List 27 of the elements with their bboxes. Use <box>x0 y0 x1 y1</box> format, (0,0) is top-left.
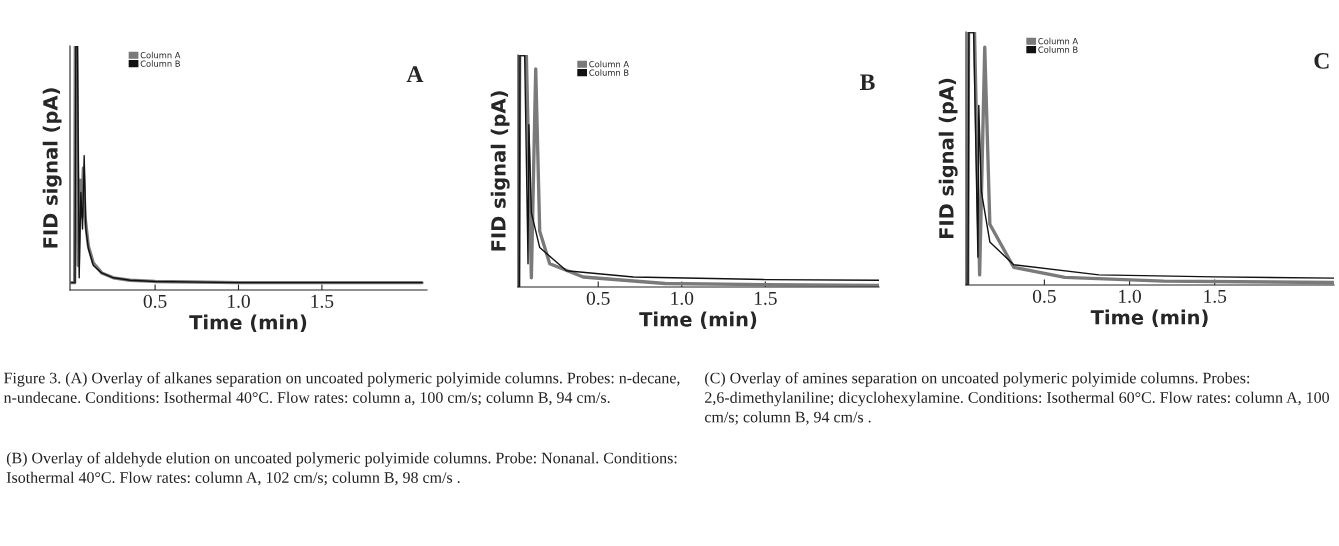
text: (B) Overlay of aldehyde elution on uncoated polymeric polyimide columns. Probe: Nonanal. Conditions: Isothermal 40°C. Flow rates: column A, 102 cm/s; column B, 98 cm/s . <box>6 452 677 486</box>
x-tick-label: 1.5 <box>754 291 777 305</box>
x-tick-label: 1.5 <box>1204 289 1227 303</box>
y-axis-title: FID signal (pA) <box>938 78 958 239</box>
legend-label: Column B <box>1038 46 1078 53</box>
x-tick-label: 1.0 <box>228 294 250 308</box>
legend-label: Column B <box>140 60 180 67</box>
x-tick-label: 0.5 <box>586 291 610 305</box>
y-axis-title: FID signal (pA) <box>490 91 510 251</box>
x-tick-label: 1.0 <box>671 291 694 305</box>
x-axis-title: Time (min) <box>639 311 757 329</box>
legend-label: Column A <box>589 60 630 68</box>
x-axis-title: Time (min) <box>1090 309 1208 327</box>
x-tick-label: 0.5 <box>1032 289 1056 303</box>
caption: Figure 3. (A) Overlay of alkanes separation on uncoated polymeric polyimide columns. Probes: n-decane, n-undecane. Conditions: Isothermal 40°C. Flow rates: column a, 100 cm/s; column B, 94 cm/s. <box>3 372 680 406</box>
text: (C) Overlay of amines separation on uncoated polymeric polyimide columns. Probes: 2,6-dimethylaniline; dicyclohexylamine. Conditions: Isothermal 60°C. Flow rates: column A, 100 cm/s; column B, 94 cm/s . <box>704 372 1329 425</box>
x-axis-title: Time (min) <box>189 314 307 332</box>
y-axis-title: FID signal (pA) <box>42 88 62 248</box>
x-tick-label: 1.5 <box>311 294 334 308</box>
text: A <box>406 66 424 82</box>
text: C <box>1314 52 1329 69</box>
legend-label: Column A <box>1038 37 1079 45</box>
legend-label: Column B <box>589 69 629 76</box>
x-tick-label: 0.5 <box>143 294 167 308</box>
legend-label: Column A <box>140 51 181 59</box>
x-tick-label: 1.0 <box>1119 289 1141 303</box>
text: B <box>860 74 875 91</box>
